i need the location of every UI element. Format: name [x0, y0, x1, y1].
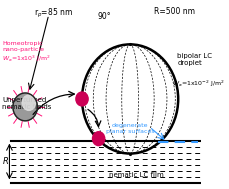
Text: Homeotropic
nano-particle
$W_a$=1x10$^3$ J/m$^2$: Homeotropic nano-particle $W_a$=1x10$^3$… — [3, 41, 52, 64]
Text: R: R — [3, 157, 9, 166]
Text: Unperturbed
nematic fields: Unperturbed nematic fields — [3, 98, 52, 110]
Text: r$_p$=85 nm: r$_p$=85 nm — [34, 7, 73, 20]
Text: 90°: 90° — [97, 12, 111, 21]
Text: bipolar LC
droplet: bipolar LC droplet — [177, 53, 212, 66]
Text: nematic LC film: nematic LC film — [109, 172, 164, 178]
Text: R=500 nm: R=500 nm — [154, 7, 195, 16]
Text: $W_a$=1x10$^{-2}$ J/m$^2$: $W_a$=1x10$^{-2}$ J/m$^2$ — [172, 79, 225, 89]
Circle shape — [76, 92, 88, 106]
Circle shape — [93, 132, 105, 146]
Circle shape — [22, 95, 35, 110]
Text: degenerate
planar surfaces: degenerate planar surfaces — [106, 123, 154, 134]
Circle shape — [13, 93, 37, 121]
